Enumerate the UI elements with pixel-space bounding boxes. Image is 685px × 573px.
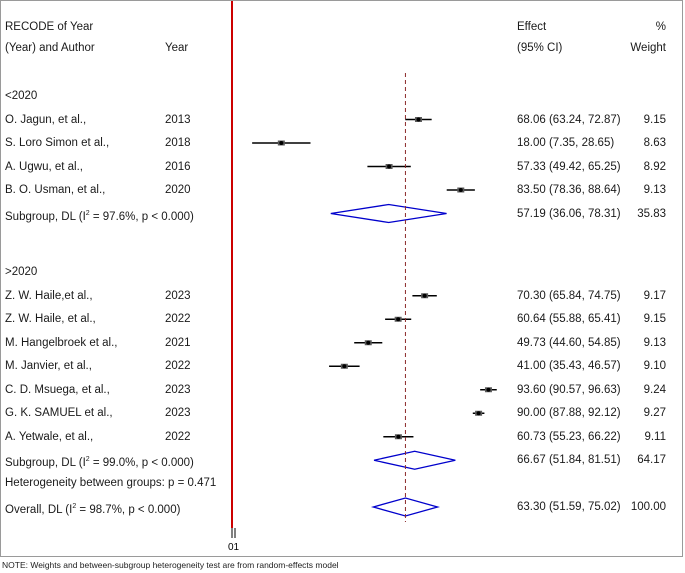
subgroup-summary-1-ci: 66.67 (51.84, 81.51)	[517, 454, 621, 467]
overall-diamond	[370, 497, 440, 517]
study-year-1: 2018	[165, 137, 191, 149]
study-year-0: 2013	[165, 113, 191, 126]
subgroup-summary-0-ci: 57.19 (36.06, 78.31)	[517, 207, 621, 220]
study-7-ci: 41.00 (35.43, 46.57)	[517, 360, 621, 373]
study-0-weight: 9.15	[643, 113, 666, 126]
study-1-weight: 8.63	[643, 137, 666, 149]
study-year-8: 2023	[165, 383, 191, 396]
study-author-5: Z. W. Haile, et al.,	[5, 313, 96, 326]
study-author-3: B. O. Usman, et al.,	[5, 184, 106, 196]
footnote: NOTE: Weights and between-subgroup heter…	[2, 560, 339, 570]
study-author-2: A. Ugwu, et al.,	[5, 160, 83, 173]
point-estimate-5	[396, 317, 401, 322]
study-author-4: Z. W. Haile,et al.,	[5, 289, 93, 302]
study-year-10: 2022	[165, 430, 191, 443]
study-author-10: A. Yetwale, et al.,	[5, 430, 94, 443]
subgroup-summary-label-0: Subgroup, DL (I2 = 97.6%, p < 0.000)	[5, 209, 194, 223]
study-2-weight: 8.92	[643, 160, 666, 173]
header-effect-line2: (95% CI)	[517, 42, 563, 54]
subgroup-diamond-1	[373, 450, 456, 470]
header-weight-line2: Weight	[630, 42, 666, 54]
heterogeneity-text: Heterogeneity between groups: p = 0.471	[5, 477, 217, 489]
study-year-2: 2016	[165, 160, 191, 173]
header-year: Year	[165, 42, 189, 54]
study-5-ci: 60.64 (55.88, 65.41)	[517, 313, 621, 326]
study-author-1: S. Loro Simon et al.,	[5, 137, 110, 149]
point-estimate-4	[422, 293, 427, 298]
point-estimate-8	[486, 387, 491, 392]
header-weight-line1: %	[655, 21, 666, 33]
study-7-weight: 9.10	[643, 360, 666, 373]
point-estimate-2	[387, 164, 392, 169]
study-6-weight: 9.13	[643, 336, 666, 349]
study-8-weight: 9.24	[643, 383, 666, 396]
study-9-ci: 90.00 (87.88, 92.12)	[517, 407, 621, 420]
header-label-line1: RECODE of Year	[5, 21, 94, 33]
study-3-weight: 9.13	[643, 184, 666, 196]
study-4-ci: 70.30 (65.84, 74.75)	[517, 289, 621, 302]
subgroup-label-0: <2020	[5, 90, 38, 102]
header-effect-line1: Effect	[517, 21, 547, 33]
point-estimate-3	[458, 188, 463, 192]
study-2-ci: 57.33 (49.42, 65.25)	[517, 160, 621, 173]
study-year-9: 2023	[165, 407, 191, 420]
study-10-weight: 9.11	[644, 430, 666, 443]
study-5-weight: 9.15	[643, 313, 666, 326]
study-author-9: G. K. SAMUEL et al.,	[5, 407, 113, 420]
subgroup-summary-0-weight: 35.83	[637, 207, 666, 220]
study-9-weight: 9.27	[643, 407, 666, 420]
study-year-7: 2022	[165, 360, 191, 373]
study-author-0: O. Jagun, et al.,	[5, 113, 87, 126]
point-estimate-1	[279, 141, 284, 145]
study-year-3: 2020	[165, 184, 191, 196]
study-6-ci: 49.73 (44.60, 54.85)	[517, 336, 621, 349]
study-author-7: M. Janvier, et al.,	[5, 360, 92, 373]
axis-tick-label: 01	[228, 542, 240, 553]
study-author-6: M. Hangelbroek et al.,	[5, 336, 118, 349]
point-estimate-9	[476, 411, 481, 416]
overall-ci: 63.30 (51.59, 75.02)	[517, 501, 621, 513]
study-0-ci: 68.06 (63.24, 72.87)	[517, 113, 621, 126]
point-estimate-7	[342, 364, 347, 369]
overall-weight: 100.00	[630, 501, 666, 513]
point-estimate-10	[396, 434, 401, 439]
plot-frame	[0, 0, 683, 557]
point-estimate-6	[366, 340, 371, 345]
study-10-ci: 60.73 (55.23, 66.22)	[517, 430, 621, 443]
header-label-line2: (Year) and Author	[5, 42, 95, 54]
subgroup-diamond-0	[330, 203, 447, 224]
study-year-4: 2023	[165, 289, 191, 302]
study-author-8: C. D. Msuega, et al.,	[5, 383, 110, 396]
study-3-ci: 83.50 (78.36, 88.64)	[517, 184, 621, 196]
study-1-ci: 18.00 (7.35, 28.65)	[517, 137, 615, 149]
subgroup-summary-1-weight: 64.17	[637, 454, 666, 467]
study-year-6: 2021	[165, 336, 191, 349]
subgroup-label-1: >2020	[5, 266, 38, 279]
point-estimate-0	[416, 117, 421, 122]
study-8-ci: 93.60 (90.57, 96.63)	[517, 383, 621, 396]
overall-label: Overall, DL (I2 = 98.7%, p < 0.000)	[5, 503, 181, 516]
study-4-weight: 9.17	[643, 289, 666, 302]
study-year-5: 2022	[165, 313, 191, 326]
subgroup-summary-label-1: Subgroup, DL (I2 = 99.0%, p < 0.000)	[5, 456, 194, 470]
